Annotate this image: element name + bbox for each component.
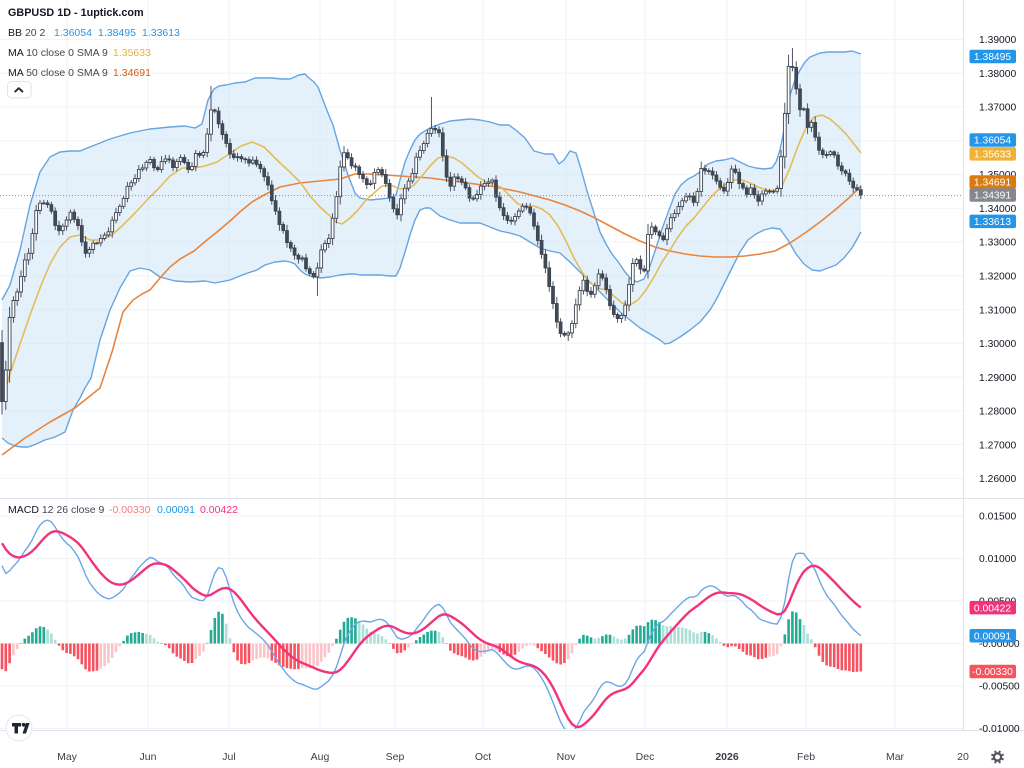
svg-text:1.32000: 1.32000 <box>979 272 1016 283</box>
svg-text:1.33613: 1.33613 <box>974 217 1011 228</box>
svg-text:Dec: Dec <box>636 751 655 763</box>
svg-text:1.30000: 1.30000 <box>979 339 1016 350</box>
svg-text:-0.00500: -0.00500 <box>979 682 1020 693</box>
svg-text:Oct: Oct <box>475 751 491 763</box>
svg-text:2026: 2026 <box>715 751 739 763</box>
svg-text:1.31000: 1.31000 <box>979 305 1016 316</box>
svg-text:0.00422: 0.00422 <box>974 603 1011 614</box>
svg-text:0.01000: 0.01000 <box>979 554 1016 565</box>
svg-text:1.28000: 1.28000 <box>979 407 1016 418</box>
svg-text:1.27000: 1.27000 <box>979 440 1016 451</box>
svg-text:1.34391: 1.34391 <box>974 191 1011 202</box>
svg-text:-0.00330: -0.00330 <box>972 667 1013 678</box>
svg-text:Feb: Feb <box>797 751 815 763</box>
svg-text:1.35633: 1.35633 <box>974 150 1011 161</box>
svg-text:-0.01000: -0.01000 <box>979 724 1020 735</box>
svg-text:1.26000: 1.26000 <box>979 474 1016 485</box>
svg-text:-0.00000: -0.00000 <box>979 639 1020 650</box>
svg-text:1.38000: 1.38000 <box>979 69 1016 80</box>
svg-text:1.34691: 1.34691 <box>974 178 1011 189</box>
svg-text:May: May <box>57 751 78 763</box>
svg-text:0.00091: 0.00091 <box>974 632 1011 643</box>
svg-text:1.34000: 1.34000 <box>979 204 1016 215</box>
svg-text:20: 20 <box>957 751 969 763</box>
svg-text:1.36054: 1.36054 <box>974 136 1011 147</box>
svg-text:GBPUSD 1D - 1uptick.com: GBPUSD 1D - 1uptick.com <box>8 7 144 19</box>
svg-text:0.01500: 0.01500 <box>979 512 1016 523</box>
svg-text:MA 50 close 0 SMA 91.34691: MA 50 close 0 SMA 9 1.34691 <box>8 67 151 79</box>
svg-text:Jun: Jun <box>140 751 157 763</box>
svg-text:Jul: Jul <box>222 751 235 763</box>
svg-text:1.29000: 1.29000 <box>979 373 1016 384</box>
svg-text:1.39000: 1.39000 <box>979 35 1016 46</box>
svg-text:MA 10 close 0 SMA 91.35633: MA 10 close 0 SMA 9 1.35633 <box>8 47 151 59</box>
svg-text:Sep: Sep <box>386 751 405 763</box>
svg-text:Aug: Aug <box>311 751 330 763</box>
svg-text:Mar: Mar <box>886 751 905 763</box>
svg-text:1.33000: 1.33000 <box>979 238 1016 249</box>
svg-text:1.37000: 1.37000 <box>979 103 1016 114</box>
svg-text:1.38495: 1.38495 <box>974 52 1011 63</box>
svg-text:Nov: Nov <box>557 751 576 763</box>
